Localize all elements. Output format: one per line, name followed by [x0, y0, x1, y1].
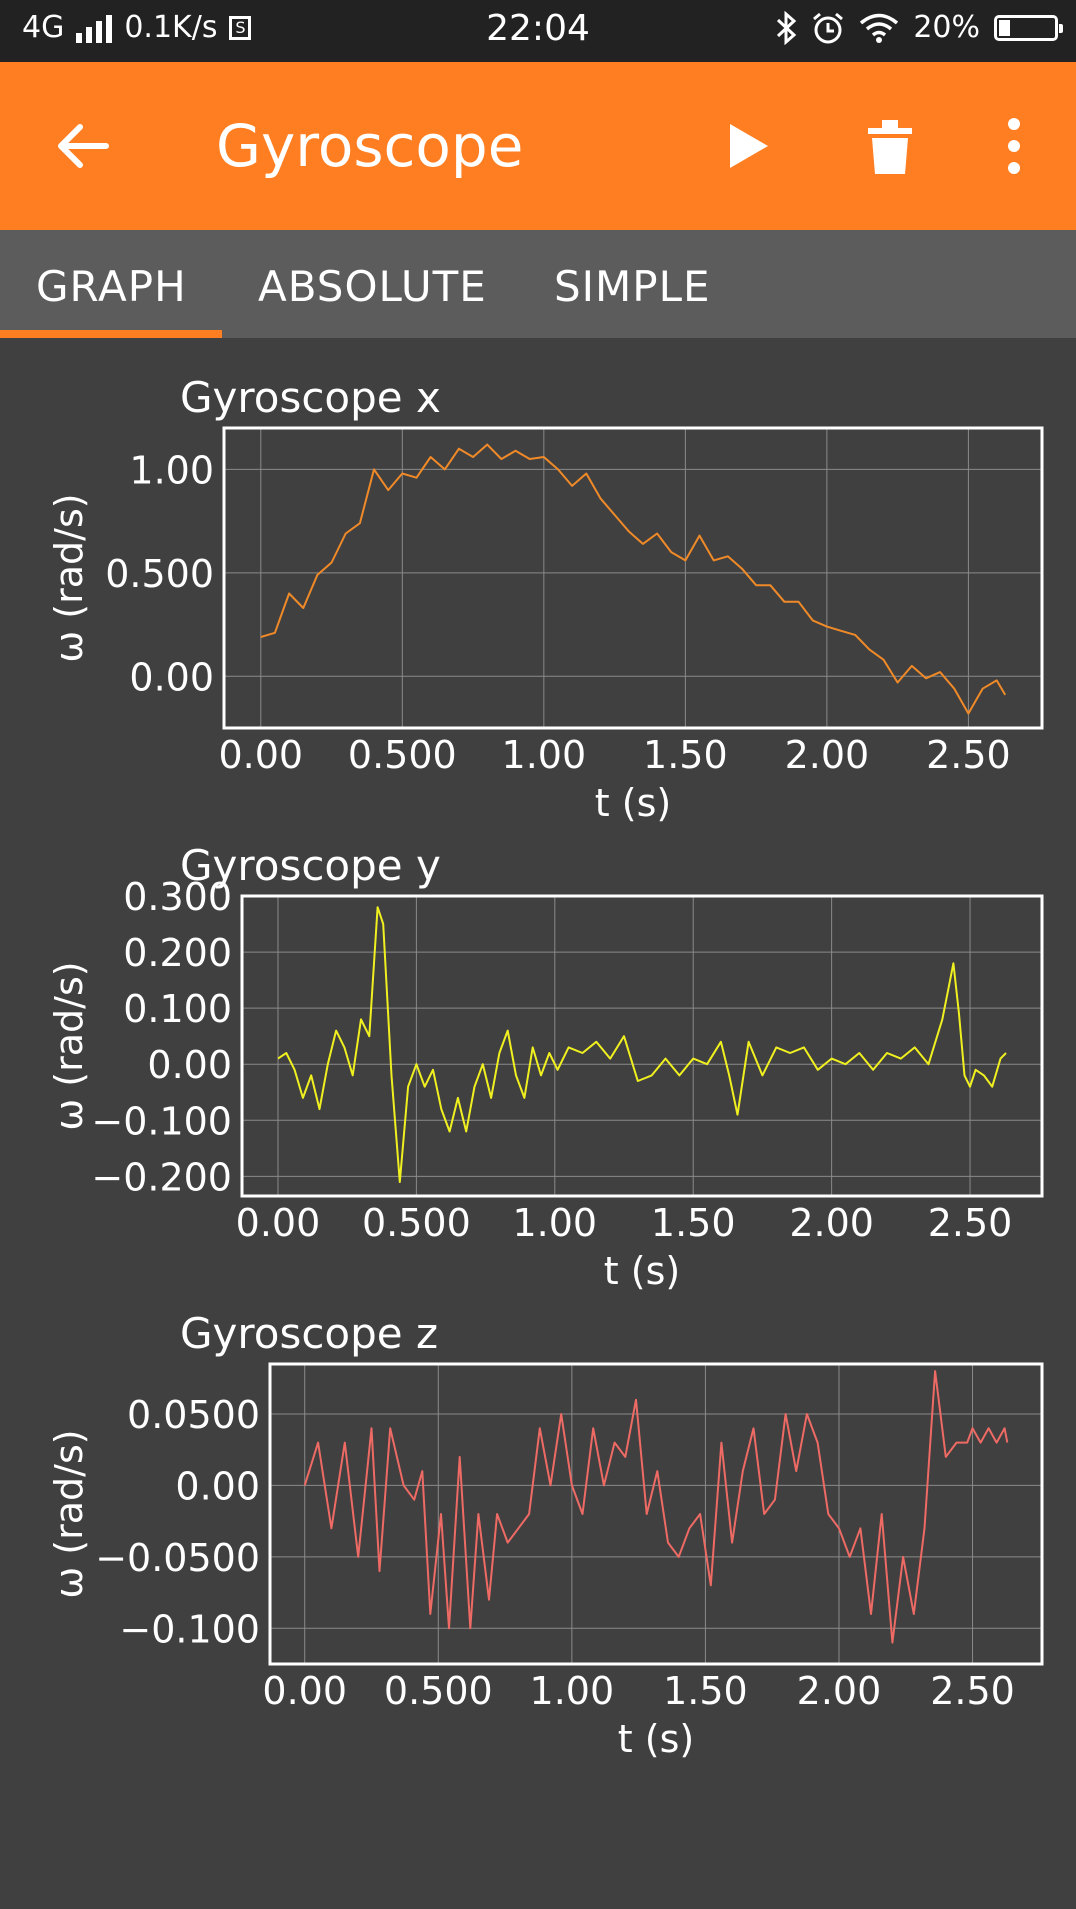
y-tick-label: 0.200 — [123, 931, 232, 975]
y-tick-label: −0.100 — [91, 1099, 232, 1143]
signal-icon — [76, 13, 113, 43]
x-tick-label: 2.00 — [797, 1669, 882, 1713]
y-tick-label: 1.00 — [129, 448, 214, 492]
battery-percent: 20% — [913, 10, 980, 45]
x-tick-label: 0.500 — [384, 1669, 493, 1713]
x-axis-label: t (s) — [604, 1249, 680, 1293]
back-arrow-icon[interactable] — [52, 116, 112, 176]
x-tick-label: 0.00 — [236, 1201, 321, 1245]
tab-absolute[interactable]: ABSOLUTE — [258, 262, 487, 311]
x-tick-label: 2.00 — [789, 1201, 874, 1245]
tab-selected-indicator — [0, 330, 222, 338]
y-tick-label: −0.0500 — [95, 1536, 260, 1580]
tab-simple[interactable]: SIMPLE — [554, 262, 711, 311]
chart-gyroscope-y: Gyroscope y 0.00 0.500 1.00 1.50 2.00 2.50 −0.2… — [0, 834, 1076, 1304]
y-tick-label: 0.0500 — [127, 1393, 260, 1437]
series-line — [260, 443, 1007, 715]
y-axis-label: ω (rad/s) — [47, 961, 91, 1130]
network-speed: 0.1K/s — [124, 10, 218, 45]
x-axis-label: t (s) — [595, 781, 671, 825]
chart-svg: Gyroscope z 0.00 0.500 1.00 1.50 2.00 2.50 −0.1… — [47, 1309, 1044, 1761]
series-line — [303, 1370, 1009, 1644]
battery-icon — [994, 14, 1063, 41]
x-tick-label: 2.50 — [930, 1669, 1015, 1713]
chart-gyroscope-z: Gyroscope z 0.00 0.500 1.00 1.50 2.00 2.50 −0.1… — [0, 1302, 1076, 1772]
play-icon[interactable] — [722, 118, 778, 174]
x-tick-label: 2.50 — [928, 1201, 1013, 1245]
status-bar: 4G 0.1K/s S 22:04 20% — [0, 0, 1076, 62]
x-tick-label: 1.00 — [502, 733, 587, 777]
y-tick-label: 0.00 — [147, 1043, 232, 1087]
x-tick-label: 1.50 — [663, 1669, 748, 1713]
chart-svg: Gyroscope x 0.00 0.500 1.00 1.50 2.00 2.50 0.00… — [47, 373, 1044, 825]
clock: 22:04 — [486, 8, 590, 49]
x-tick-label: 1.00 — [512, 1201, 597, 1245]
plot-frame — [240, 894, 1044, 1198]
app-bar: Gyroscope — [0, 62, 1076, 230]
y-tick-label: 0.100 — [123, 987, 232, 1031]
y-tick-label: 0.00 — [129, 655, 214, 699]
tab-graph[interactable]: GRAPH — [36, 262, 187, 311]
storage-icon: S — [229, 15, 252, 40]
bluetooth-icon — [777, 10, 797, 45]
x-tick-label: 0.500 — [362, 1201, 471, 1245]
y-tick-label: −0.200 — [91, 1155, 232, 1199]
trash-icon[interactable] — [862, 114, 918, 178]
x-tick-label: 0.500 — [348, 733, 457, 777]
y-tick-label: −0.100 — [119, 1607, 260, 1651]
x-tick-label: 2.00 — [785, 733, 870, 777]
chart-title: Gyroscope x — [180, 373, 441, 422]
chart-title: Gyroscope z — [180, 1309, 438, 1358]
page-title: Gyroscope — [216, 112, 524, 180]
x-tick-label: 1.50 — [643, 733, 728, 777]
y-tick-label: 0.500 — [105, 552, 214, 596]
network-type: 4G — [22, 10, 65, 45]
x-tick-label: 1.00 — [530, 1669, 615, 1713]
chart-title: Gyroscope y — [180, 841, 441, 890]
y-tick-label: 0.00 — [175, 1464, 260, 1508]
alarm-icon — [813, 12, 844, 43]
x-tick-label: 0.00 — [262, 1669, 347, 1713]
plot-frame — [222, 426, 1044, 730]
series-line — [277, 906, 1007, 1183]
x-tick-label: 2.50 — [926, 733, 1011, 777]
more-vertical-icon[interactable] — [996, 114, 1032, 178]
tab-bar: GRAPH ABSOLUTE SIMPLE — [0, 230, 1076, 338]
x-axis-label: t (s) — [618, 1717, 694, 1761]
y-tick-label: 0.300 — [123, 875, 232, 919]
y-axis-label: ω (rad/s) — [47, 493, 91, 662]
plot-frame — [268, 1362, 1044, 1666]
chart-svg: Gyroscope y 0.00 0.500 1.00 1.50 2.00 2.50 −0.2… — [47, 841, 1044, 1293]
y-axis-label: ω (rad/s) — [47, 1429, 91, 1598]
chart-gyroscope-x: Gyroscope x 0.00 0.500 1.00 1.50 2.00 2.50 0.00… — [0, 366, 1076, 836]
wifi-icon — [860, 13, 899, 43]
x-tick-label: 1.50 — [651, 1201, 736, 1245]
x-tick-label: 0.00 — [218, 733, 303, 777]
